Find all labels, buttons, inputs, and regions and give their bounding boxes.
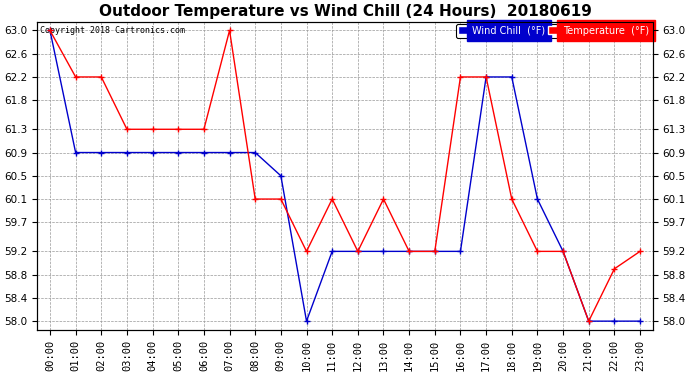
Legend: Wind Chill  (°F), Temperature  (°F): Wind Chill (°F), Temperature (°F)	[455, 24, 651, 38]
Title: Outdoor Temperature vs Wind Chill (24 Hours)  20180619: Outdoor Temperature vs Wind Chill (24 Ho…	[99, 4, 591, 19]
Text: Copyright 2018 Cartronics.com: Copyright 2018 Cartronics.com	[40, 26, 185, 35]
